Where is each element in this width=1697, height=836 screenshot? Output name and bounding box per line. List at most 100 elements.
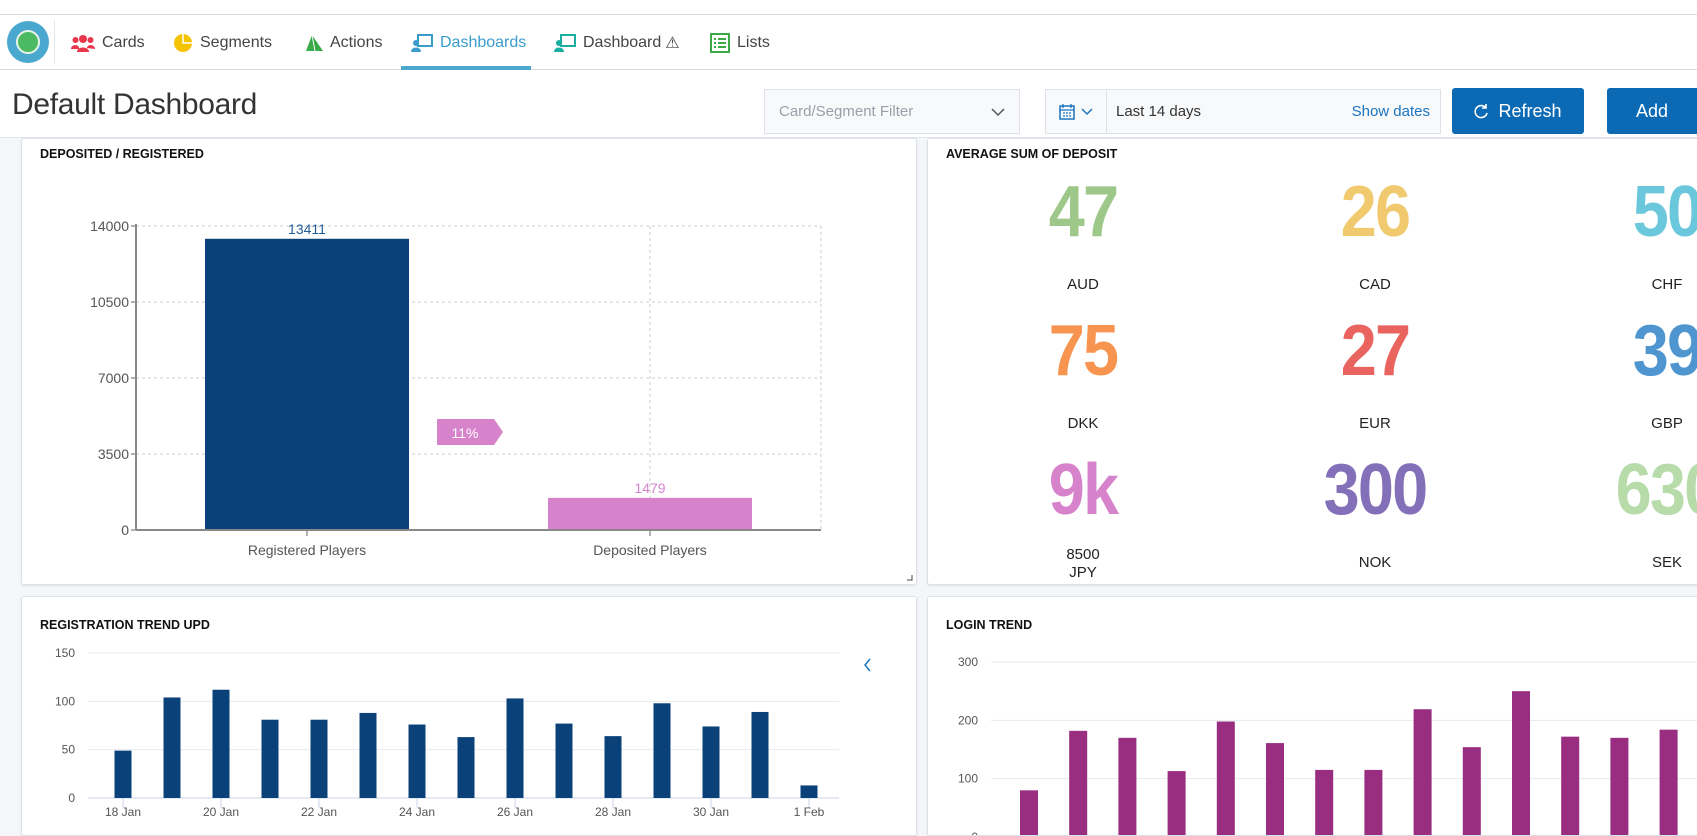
x-tick-label: 1 Feb bbox=[794, 805, 825, 819]
nav-segments[interactable]: Segments bbox=[173, 15, 272, 70]
x-tick-label: Registered Players bbox=[248, 542, 366, 558]
login-trend-chart: 0100200300 bbox=[928, 597, 1697, 836]
login-trend-panel: LOGIN TREND 0100200300 bbox=[927, 596, 1697, 836]
x-tick-label: 24 Jan bbox=[399, 805, 435, 819]
x-tick-label: 26 Jan bbox=[497, 805, 533, 819]
warning-icon: ⚠ bbox=[665, 33, 679, 53]
nav-label: Dashboards bbox=[440, 34, 526, 52]
y-tick-label: 300 bbox=[958, 655, 978, 669]
y-tick-label: 100 bbox=[958, 772, 978, 786]
avg-value: 39 bbox=[1555, 315, 1697, 387]
avg-value: 630 bbox=[1555, 454, 1697, 526]
bar bbox=[1020, 790, 1038, 836]
bar bbox=[1118, 738, 1136, 836]
currency-label: AUD bbox=[958, 276, 1208, 294]
add-button[interactable]: Add bbox=[1607, 88, 1697, 134]
date-range-picker[interactable]: Last 14 days Show dates bbox=[1045, 89, 1441, 134]
card-segment-filter-dropdown[interactable]: Card/Segment Filter bbox=[764, 89, 1020, 134]
avg-value: 26 bbox=[1263, 176, 1488, 248]
calendar-dropdown[interactable] bbox=[1046, 90, 1107, 133]
chevron-down-icon bbox=[1081, 108, 1093, 116]
dashboard-icon bbox=[411, 34, 433, 52]
y-tick-label: 0 bbox=[121, 522, 129, 538]
refresh-label: Refresh bbox=[1498, 101, 1561, 122]
bar bbox=[115, 751, 132, 798]
add-label: Add bbox=[1636, 101, 1668, 122]
avg-value: 47 bbox=[971, 176, 1196, 248]
y-tick-label: 14000 bbox=[90, 218, 129, 234]
bar bbox=[1660, 730, 1678, 836]
x-tick-label: 28 Jan bbox=[595, 805, 631, 819]
avg-value: 75 bbox=[971, 315, 1196, 387]
window-top-bar bbox=[0, 0, 1697, 15]
nav-label: Dashboard bbox=[583, 34, 661, 52]
nav-label: Segments bbox=[200, 34, 272, 52]
bar bbox=[311, 720, 328, 798]
bar bbox=[1463, 747, 1481, 836]
divider bbox=[54, 20, 55, 64]
nav-dashboard-warning[interactable]: Dashboard ⚠ bbox=[554, 15, 680, 70]
page-header: Default Dashboard Card/Segment Filter La… bbox=[0, 70, 1697, 138]
refresh-icon bbox=[1474, 103, 1489, 119]
currency-label: JPY bbox=[958, 564, 1208, 582]
nav-label: Lists bbox=[737, 34, 770, 52]
nav-actions[interactable]: Actions bbox=[305, 15, 382, 70]
nav-lists[interactable]: Lists bbox=[710, 15, 770, 70]
refresh-button[interactable]: Refresh bbox=[1452, 88, 1584, 134]
bar bbox=[213, 690, 230, 798]
bar-0 bbox=[205, 239, 409, 530]
currency-label: CAD bbox=[1250, 276, 1500, 294]
y-tick-label: 3500 bbox=[98, 446, 129, 462]
y-tick-label: 50 bbox=[62, 743, 76, 757]
panel-title: AVERAGE SUM OF DEPOSIT bbox=[946, 147, 1117, 161]
bar bbox=[507, 698, 524, 798]
bar bbox=[1414, 709, 1432, 836]
y-tick-label: 0 bbox=[68, 791, 75, 805]
bar bbox=[1168, 771, 1186, 836]
x-tick-label: Deposited Players bbox=[593, 542, 707, 558]
avg-value: 300 bbox=[1263, 454, 1488, 526]
nav-cards[interactable]: Cards bbox=[71, 15, 145, 70]
nav-label: Cards bbox=[102, 34, 145, 52]
nav-dashboards[interactable]: Dashboards bbox=[401, 15, 531, 70]
bar bbox=[1266, 743, 1284, 836]
currency-label: EUR bbox=[1250, 415, 1500, 433]
bar bbox=[654, 703, 671, 798]
avg-deposit-eur: 27 EUR bbox=[1250, 315, 1500, 433]
currency-label: GBP bbox=[1542, 415, 1697, 433]
app-logo[interactable] bbox=[7, 21, 49, 63]
avg-value: 9k bbox=[971, 454, 1196, 526]
date-range-value: Last 14 days bbox=[1107, 103, 1352, 120]
currency-label: CHF bbox=[1542, 276, 1697, 294]
bar bbox=[164, 697, 181, 798]
pie-chart-icon bbox=[173, 33, 193, 53]
data-label: 13411 bbox=[288, 221, 326, 237]
bar bbox=[1315, 770, 1333, 836]
avg-deposit-cad: 26 CAD bbox=[1250, 176, 1500, 294]
list-icon bbox=[710, 33, 730, 53]
y-tick-label: 100 bbox=[55, 694, 75, 708]
resize-handle-icon[interactable] bbox=[907, 575, 913, 581]
bar bbox=[1069, 731, 1087, 836]
y-tick-label: 10500 bbox=[90, 294, 129, 310]
page-title: Default Dashboard bbox=[12, 88, 257, 122]
conversion-label: 11% bbox=[452, 425, 479, 441]
bar bbox=[703, 726, 720, 798]
bar bbox=[556, 724, 573, 798]
x-tick-label: 20 Jan bbox=[203, 805, 239, 819]
show-dates-link[interactable]: Show dates bbox=[1352, 103, 1440, 120]
chevron-left-icon[interactable] bbox=[865, 659, 870, 671]
data-label: 1479 bbox=[634, 480, 665, 496]
bar bbox=[605, 736, 622, 798]
x-tick-label: 18 Jan bbox=[105, 805, 141, 819]
currency-label: DKK bbox=[958, 415, 1208, 433]
avg-deposit-gbp: 39 GBP bbox=[1542, 315, 1697, 433]
avg-value: 27 bbox=[1263, 315, 1488, 387]
bar bbox=[360, 713, 377, 798]
